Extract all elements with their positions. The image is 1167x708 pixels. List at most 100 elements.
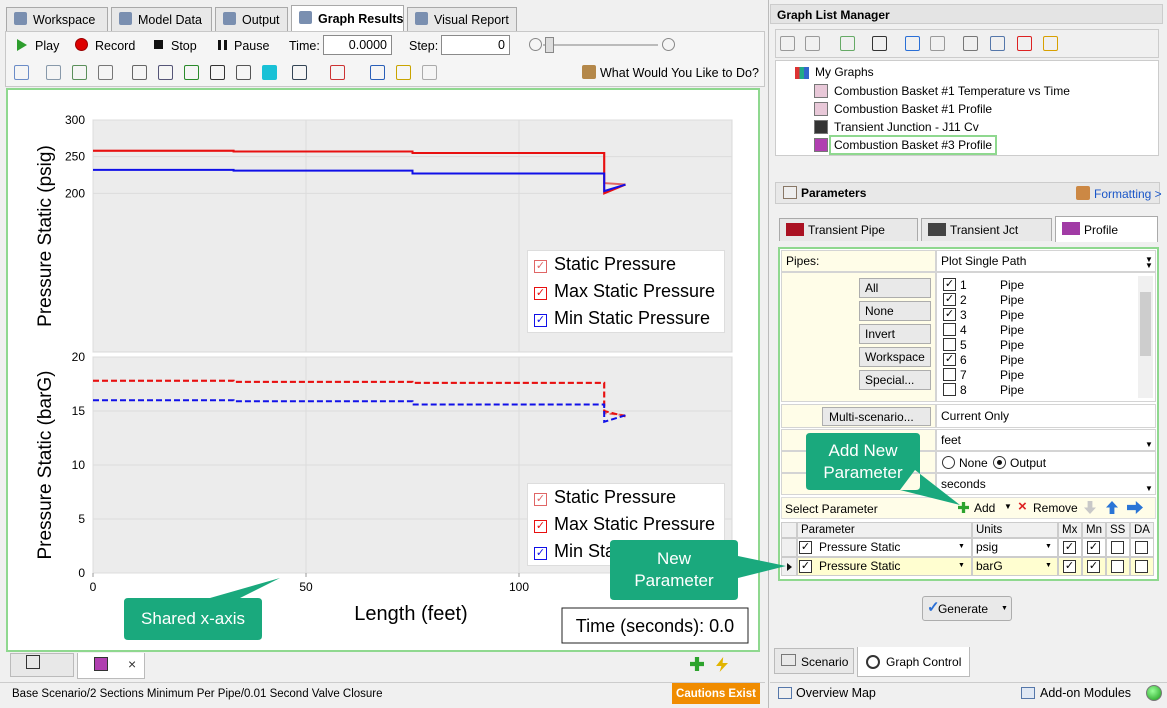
toolbar-icon[interactable] [370, 65, 385, 80]
units-dropdown[interactable]: psig [972, 538, 1058, 557]
legend-checkbox[interactable]: ✓ [534, 520, 547, 533]
document-tab[interactable]: Graph Results [291, 5, 404, 31]
close-tab[interactable]: × [128, 656, 137, 672]
select-button[interactable]: Invert [859, 324, 931, 344]
help-icon[interactable] [582, 65, 596, 79]
toolbar-icon[interactable] [236, 65, 251, 80]
radio-button[interactable] [993, 456, 1006, 469]
addon-modules[interactable]: Add-on Modules [1040, 686, 1132, 700]
list-tool[interactable] [905, 36, 920, 51]
select-button[interactable]: All [859, 278, 931, 298]
time-input[interactable]: 0.0000 [323, 35, 392, 55]
option-checkbox[interactable]: ✓ [1087, 541, 1100, 554]
list-tool[interactable] [805, 36, 820, 51]
toolbar-icon[interactable] [184, 65, 199, 80]
toolbar-icon[interactable] [158, 65, 173, 80]
units-dropdown[interactable]: barG [972, 557, 1058, 576]
multi-scenario-button[interactable]: Multi-scenario... [822, 407, 931, 426]
zoom-slider[interactable] [543, 44, 658, 46]
slider-thumb[interactable] [545, 37, 554, 53]
select-button[interactable]: None [859, 301, 931, 321]
pipe-checkbox[interactable] [943, 368, 956, 381]
cautions-button[interactable]: Cautions Exist [672, 683, 760, 704]
graph-tab-active[interactable] [77, 653, 145, 679]
list-tool[interactable] [930, 36, 945, 51]
list-tool[interactable] [1017, 36, 1032, 51]
pipe-checkbox[interactable] [943, 383, 956, 396]
stop-button[interactable]: Stop [171, 39, 197, 53]
toolbar-icon[interactable] [330, 65, 345, 80]
pipe-checkbox[interactable]: ✓ [943, 278, 956, 291]
graph-tab[interactable] [10, 653, 74, 677]
list-tool[interactable] [963, 36, 978, 51]
list-tool[interactable] [840, 36, 855, 51]
pipe-checkbox[interactable]: ✓ [943, 293, 956, 306]
zoom-out[interactable] [529, 38, 542, 51]
parameter-tab[interactable]: Profile [1055, 216, 1158, 242]
parameter-tab[interactable]: Transient Pipe [779, 218, 918, 241]
help-search[interactable]: What Would You Like to Do? [600, 66, 759, 80]
row-checkbox[interactable]: ✓ [799, 541, 812, 554]
option-checkbox[interactable]: ✓ [1087, 560, 1100, 573]
pipe-checkbox[interactable]: ✓ [943, 353, 956, 366]
generate-button[interactable]: Generate [922, 596, 1012, 621]
overview-map[interactable]: Overview Map [796, 686, 876, 700]
legend-checkbox[interactable]: ✓ [534, 314, 547, 327]
select-button[interactable]: Special... [859, 370, 931, 390]
dropdown[interactable]: seconds [936, 473, 1156, 495]
step-input[interactable]: 0 [441, 35, 510, 55]
option-checkbox[interactable]: ✓ [1063, 541, 1076, 554]
option-checkbox[interactable] [1111, 541, 1124, 554]
add-icon[interactable] [958, 502, 969, 513]
toolbar-icon[interactable] [210, 65, 225, 80]
parameter-dropdown[interactable]: Pressure Static [816, 539, 971, 556]
tree-item[interactable]: Combustion Basket #3 Profile [829, 135, 998, 155]
zoom-in[interactable] [662, 38, 675, 51]
remove-button[interactable]: Remove [1033, 501, 1078, 515]
tree-root[interactable]: My Graphs [815, 65, 874, 79]
toolbar-icon[interactable] [262, 65, 277, 80]
add-button[interactable]: Add [974, 501, 996, 515]
pause-button[interactable]: Pause [234, 39, 270, 53]
pipe-checkbox[interactable]: ✓ [943, 308, 956, 321]
list-tool[interactable] [780, 36, 795, 51]
legend-checkbox[interactable]: ✓ [534, 493, 547, 506]
option-checkbox[interactable] [1135, 560, 1148, 573]
legend-checkbox[interactable]: ✓ [534, 547, 547, 560]
pipe-checkbox[interactable] [943, 323, 956, 336]
legend-checkbox[interactable]: ✓ [534, 260, 547, 273]
toolbar-icon[interactable] [46, 65, 61, 80]
tree-item[interactable]: Combustion Basket #1 Profile [834, 102, 993, 116]
document-tab[interactable]: Workspace [6, 7, 108, 31]
parameter-dropdown[interactable]: Pressure Static [816, 558, 971, 575]
toolbar-icon[interactable] [132, 65, 147, 80]
tree-item[interactable]: Combustion Basket #1 Temperature vs Time [834, 84, 1070, 98]
toolbar-icon[interactable] [422, 65, 437, 80]
document-tab[interactable]: Model Data [111, 7, 212, 31]
toolbar-icon[interactable] [98, 65, 113, 80]
option-checkbox[interactable] [1135, 541, 1148, 554]
row-checkbox[interactable]: ✓ [799, 560, 812, 573]
list-tool[interactable] [872, 36, 887, 51]
bottom-tab[interactable]: Scenario [774, 648, 854, 674]
list-tool[interactable] [1043, 36, 1058, 51]
toolbar-icon[interactable] [72, 65, 87, 80]
parameter-tab[interactable]: Transient Jct [921, 218, 1052, 241]
scroll-thumb[interactable] [1140, 292, 1151, 356]
pipe-checkbox[interactable] [943, 338, 956, 351]
tree-item[interactable]: Transient Junction - J11 Cv [834, 120, 979, 134]
option-checkbox[interactable] [1111, 560, 1124, 573]
option-checkbox[interactable]: ✓ [1063, 560, 1076, 573]
select-button[interactable]: Workspace [859, 347, 931, 367]
record-button[interactable]: Record [95, 39, 136, 53]
list-tool[interactable] [990, 36, 1005, 51]
legend-checkbox[interactable]: ✓ [534, 287, 547, 300]
play-button[interactable]: Play [35, 39, 60, 53]
dropdown[interactable]: feet [936, 429, 1156, 451]
formatting-link[interactable]: Formatting > [1094, 187, 1162, 201]
radio-button[interactable] [942, 456, 955, 469]
toolbar-icon[interactable] [292, 65, 307, 80]
toolbar-icon[interactable] [14, 65, 29, 80]
dropdown[interactable]: Plot Single Path [936, 250, 1156, 272]
toolbar-icon[interactable] [396, 65, 411, 80]
